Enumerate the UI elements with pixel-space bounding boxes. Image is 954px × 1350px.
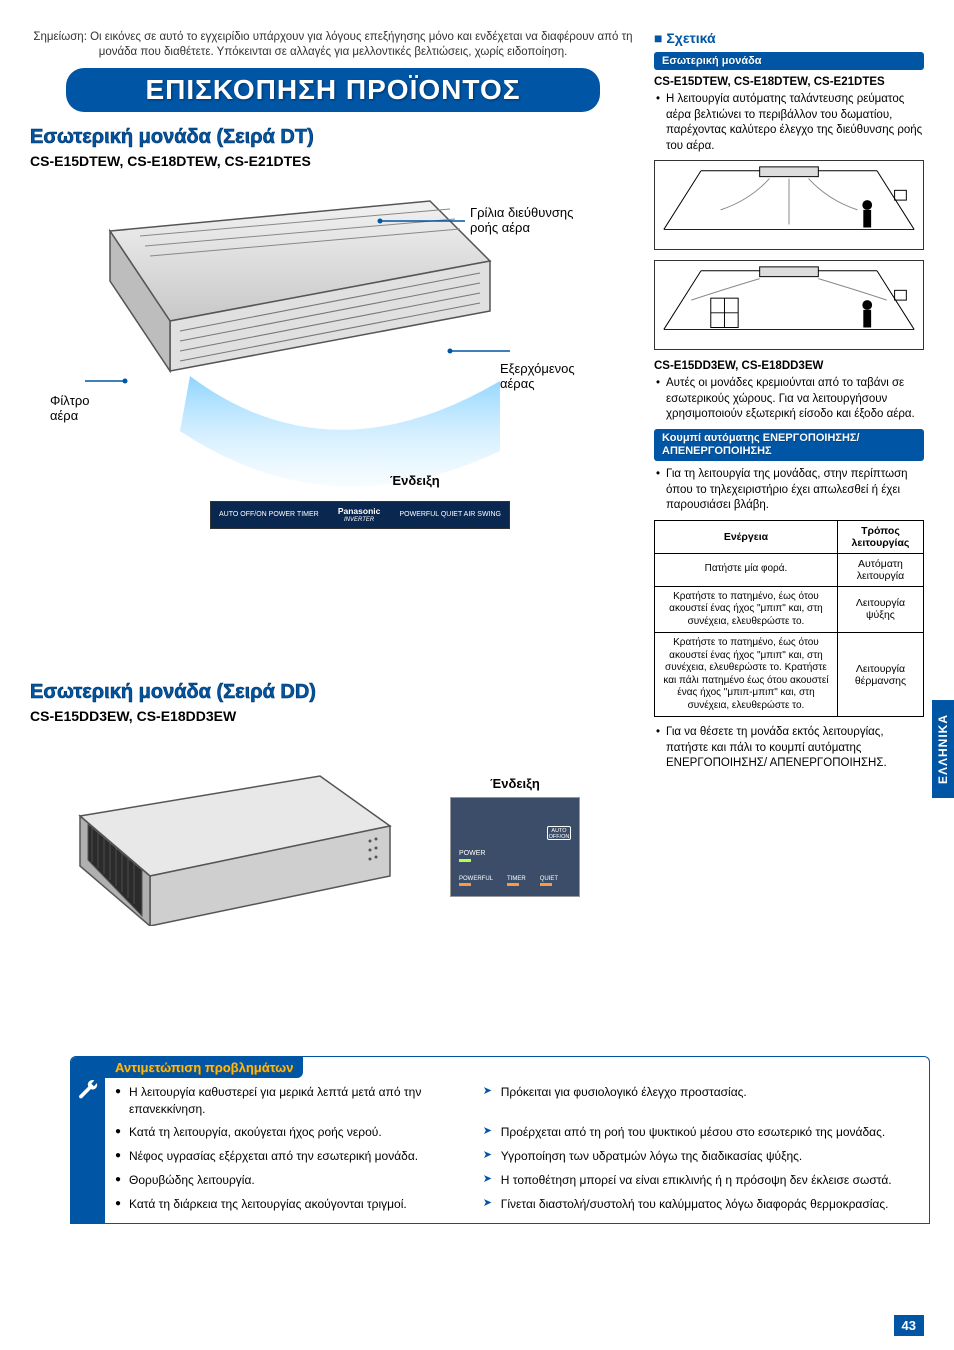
label-grille: Γρίλια διεύθυνσης ροής αέρα — [470, 205, 590, 235]
section2-heading: Εσωτερική μονάδα (Σειρά DD) — [30, 681, 636, 704]
ac-unit-illustration — [70, 191, 530, 501]
label-filter: Φίλτρο αέρα — [50, 393, 120, 423]
note-text: Σημείωση: Οι εικόνες σε αυτό το εγχειρίδ… — [30, 30, 636, 60]
language-tab: ΕΛΛΗΝΙΚΑ — [932, 700, 954, 798]
panel-right: POWERFUL QUIET AIR SWING — [399, 511, 501, 518]
panel-left: AUTO OFF/ON POWER TIMER — [219, 511, 319, 518]
table-row: Πατήστε μία φορά.Αυτόματη λειτουργία — [655, 553, 924, 586]
indicator-panel-dt: AUTO OFF/ON POWER TIMER Panasonic INVERT… — [210, 501, 510, 529]
troubleshooting-title: Αντιμετώπιση προβλημάτων — [105, 1057, 303, 1078]
section1-models: CS-E15DTEW, CS-E18DTEW, CS-E21DTES — [30, 153, 636, 169]
led-timer: TIMER — [507, 876, 526, 888]
th-action: Ενέργεια — [655, 520, 838, 553]
bullet-turnoff: Για να θέσετε τη μονάδα εκτός λειτουργία… — [654, 725, 924, 772]
wrench-icon — [71, 1057, 105, 1223]
page-number: 43 — [894, 1315, 924, 1336]
section1-heading: Εσωτερική μονάδα (Σειρά DT) — [30, 126, 636, 149]
trouble-row: Νέφος υγρασίας εξέρχεται από την εσωτερι… — [105, 1146, 929, 1170]
troubleshooting-box: Αντιμετώπιση προβλημάτων Η λειτουργία κα… — [70, 1056, 930, 1224]
action-mode-table: Ενέργεια Τρόπος λειτουργίας Πατήστε μία … — [654, 520, 924, 718]
right-models-2: CS-E15DD3EW, CS-E18DD3EW — [654, 360, 924, 372]
panel-inverter: INVERTER — [344, 517, 374, 523]
trouble-row: Θορυβώδης λειτουργία.Η τοποθέτηση μπορεί… — [105, 1170, 929, 1194]
panel-brand: Panasonic — [338, 506, 381, 516]
about-heading: Σχετικά — [654, 30, 924, 46]
table-row: Κρατήστε το πατημένο, έως ότου ακουστεί … — [655, 586, 924, 633]
led-powerful: POWERFUL — [459, 876, 493, 888]
led-quiet: QUIET — [540, 876, 558, 888]
dd-unit-illustration — [70, 746, 410, 926]
section2-models: CS-E15DD3EW, CS-E18DD3EW — [30, 708, 636, 724]
trouble-row: Κατά τη διάρκεια της λειτουργίας ακούγον… — [105, 1194, 929, 1223]
label-air-out: Εξερχόμενος αέρας — [500, 361, 600, 391]
pill-auto-button: Κουμπί αυτόματης ΕΝΕΡΓΟΠΟΙΗΣΗΣ/ ΑΠΕΝΕΡΓΟ… — [654, 429, 924, 461]
pill-indoor-unit: Εσωτερική μονάδα — [654, 52, 924, 70]
power-label: POWER — [459, 850, 485, 864]
bullet-lost-remote: Για τη λειτουργία της μονάδας, στην περί… — [654, 467, 924, 514]
table-row: Κρατήστε το πατημένο, έως ότου ακουστεί … — [655, 633, 924, 717]
th-mode: Τρόπος λειτουργίας — [837, 520, 923, 553]
trouble-row: Η λειτουργία καθυστερεί για μερικά λεπτά… — [105, 1082, 929, 1123]
dt-diagram: Γρίλια διεύθυνσης ροής αέρα Εξερχόμενος … — [30, 181, 636, 611]
bullet-autoswing: Η λειτουργία αυτόματης ταλάντευσης ρεύμα… — [654, 92, 924, 154]
indicator-panel-dd: AUTO OFF/ON POWER POWERFUL TIMER QUIET — [450, 797, 580, 897]
bullet-ceiling: Αυτές οι μονάδες κρεμιούνται από το ταβά… — [654, 376, 924, 423]
page-title: ΕΠΙΣΚΟΠΗΣΗ ΠΡΟΪΟΝΤΟΣ — [66, 68, 599, 112]
dd-indicator-label: Ένδειξη — [450, 776, 580, 791]
dd-diagram: Ένδειξη AUTO OFF/ON POWER POWERFUL TIMER… — [30, 736, 636, 996]
room-illustration-2 — [654, 260, 924, 350]
right-models-1: CS-E15DTEW, CS-E18DTEW, CS-E21DTES — [654, 76, 924, 88]
auto-button-label: AUTO OFF/ON — [547, 826, 571, 840]
trouble-row: Κατά τη λειτουργία, ακούγεται ήχος ροής … — [105, 1122, 929, 1146]
room-illustration-1 — [654, 160, 924, 250]
label-indicator: Ένδειξη — [390, 473, 440, 488]
